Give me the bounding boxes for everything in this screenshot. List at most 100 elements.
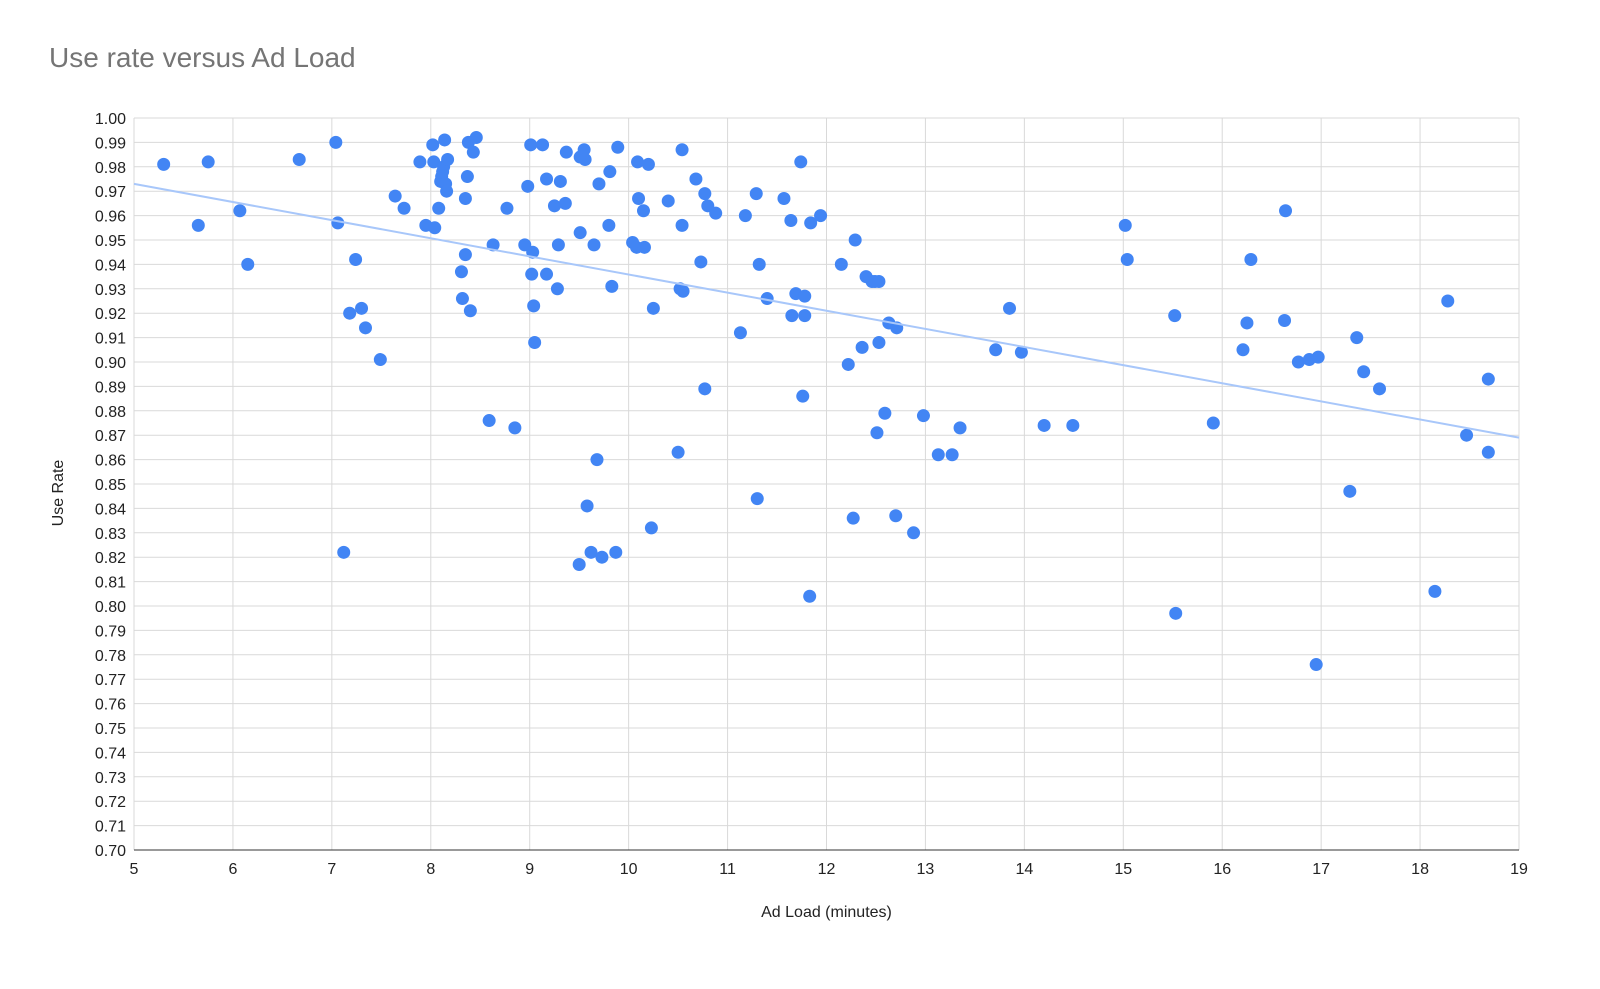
chart-title: Use rate versus Ad Load — [49, 42, 356, 73]
data-point — [749, 187, 763, 201]
data-point — [631, 155, 645, 169]
data-point — [428, 221, 442, 235]
y-tick-label: 0.90 — [95, 355, 126, 372]
x-tick-label: 6 — [228, 861, 237, 878]
y-tick-label: 0.84 — [95, 501, 126, 518]
data-point — [536, 138, 550, 152]
data-point — [689, 172, 703, 186]
data-point — [1279, 204, 1293, 218]
data-point — [698, 187, 712, 201]
data-point — [577, 143, 591, 157]
data-point — [1206, 416, 1220, 430]
data-point — [572, 558, 586, 572]
y-tick-label: 0.87 — [95, 428, 126, 445]
y-tick-label: 0.94 — [95, 257, 126, 274]
y-tick-label: 0.83 — [95, 526, 126, 543]
x-tick-label: 5 — [130, 861, 139, 878]
data-point — [559, 145, 573, 159]
data-point — [636, 204, 650, 218]
y-tick-label: 0.92 — [95, 306, 126, 323]
x-tick-label: 18 — [1411, 861, 1429, 878]
data-point — [609, 545, 623, 559]
data-point — [907, 526, 921, 540]
y-tick-label: 0.73 — [95, 770, 126, 787]
data-point — [671, 445, 685, 459]
data-point — [201, 155, 215, 169]
data-point — [349, 253, 363, 267]
data-point — [733, 326, 747, 340]
data-point — [547, 199, 561, 213]
x-tick-label: 10 — [620, 861, 638, 878]
data-point — [1291, 355, 1305, 369]
data-point — [694, 255, 708, 269]
data-point — [855, 340, 869, 354]
data-point — [646, 301, 660, 315]
data-point — [989, 343, 1003, 357]
data-point — [675, 218, 689, 232]
y-tick-label: 0.99 — [95, 135, 126, 152]
data-point — [460, 170, 474, 184]
y-tick-label: 0.88 — [95, 404, 126, 421]
data-point — [540, 172, 554, 186]
data-point — [675, 143, 689, 157]
data-point — [804, 216, 818, 230]
data-point — [241, 257, 255, 271]
data-point — [750, 492, 764, 506]
data-point — [469, 131, 483, 145]
data-point — [602, 218, 616, 232]
x-tick-label: 17 — [1312, 861, 1330, 878]
data-point — [953, 421, 967, 435]
y-tick-label: 0.93 — [95, 282, 126, 299]
data-point — [527, 299, 541, 313]
data-point — [524, 138, 538, 152]
data-point — [1441, 294, 1455, 308]
data-point — [426, 138, 440, 152]
data-point — [1240, 316, 1254, 330]
data-point — [388, 189, 402, 203]
data-point — [1168, 309, 1182, 323]
x-tick-label: 19 — [1510, 861, 1528, 878]
data-point — [760, 292, 774, 306]
y-tick-label: 0.81 — [95, 575, 126, 592]
data-point — [337, 545, 351, 559]
y-tick-label: 0.71 — [95, 819, 126, 836]
data-point — [798, 289, 812, 303]
y-tick-label: 0.98 — [95, 160, 126, 177]
data-point — [632, 192, 646, 206]
data-point — [233, 204, 247, 218]
y-axis-label: Use Rate — [50, 460, 67, 527]
data-point — [611, 140, 625, 154]
data-point — [945, 448, 959, 462]
data-point — [1311, 350, 1325, 364]
y-axis-ticks: 0.70 0.71 0.72 0.73 0.74 0.75 0.76 0.77 0.78 0.79… — [95, 111, 126, 860]
data-point — [1373, 382, 1387, 396]
data-point — [482, 414, 496, 428]
x-tick-label: 14 — [1015, 861, 1033, 878]
data-point — [540, 267, 554, 281]
data-point — [573, 226, 587, 240]
data-point — [157, 157, 171, 171]
data-point — [738, 209, 752, 223]
data-point — [752, 257, 766, 271]
data-point — [1014, 345, 1028, 359]
y-tick-label: 0.79 — [95, 623, 126, 640]
y-tick-label: 0.78 — [95, 648, 126, 665]
y-tick-label: 0.82 — [95, 550, 126, 567]
data-point — [454, 265, 468, 279]
trendline — [133, 182, 1520, 439]
data-point — [397, 201, 411, 215]
data-point — [878, 406, 892, 420]
data-point — [427, 155, 441, 169]
data-point — [841, 357, 855, 371]
data-point — [784, 213, 798, 227]
y-tick-label: 0.91 — [95, 331, 126, 348]
data-point — [814, 209, 828, 223]
y-tick-label: 0.97 — [95, 184, 126, 201]
data-point — [709, 206, 723, 220]
y-tick-label: 0.70 — [95, 843, 126, 860]
data-point — [595, 550, 609, 564]
x-tick-label: 12 — [818, 861, 836, 878]
data-point — [578, 152, 592, 166]
x-tick-label: 15 — [1114, 861, 1132, 878]
